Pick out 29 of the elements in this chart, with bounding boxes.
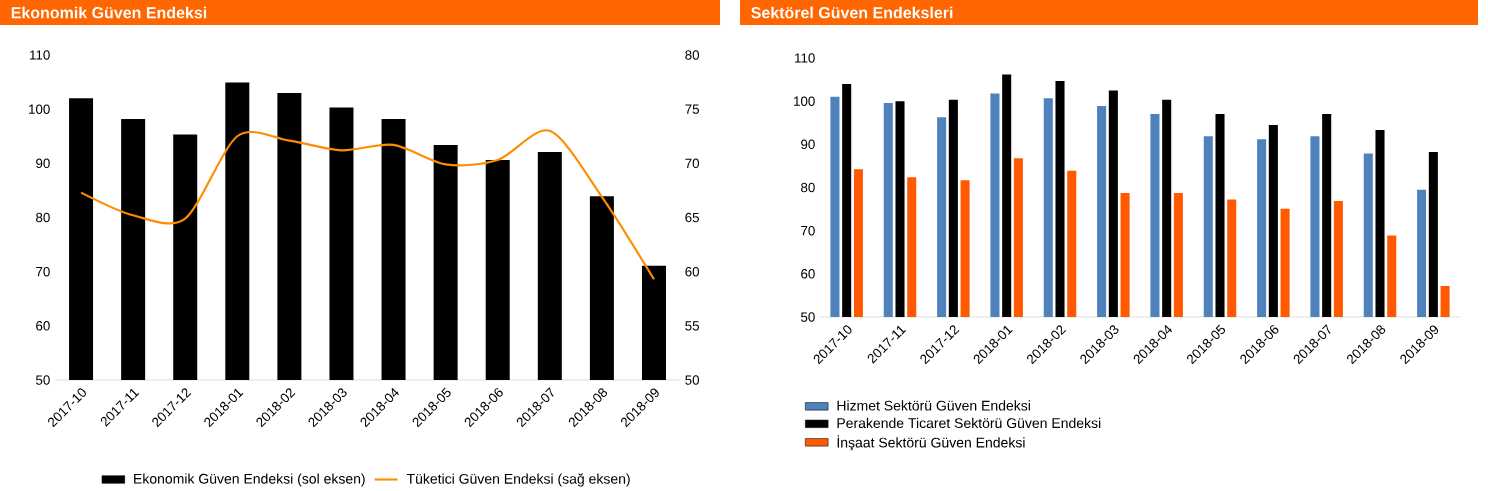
- y2-tick-label: 65: [685, 212, 699, 223]
- y-tick-label: 80: [36, 212, 50, 223]
- legend-label: Tüketici Güven Endeksi (sağ eksen): [406, 473, 630, 487]
- y-tick-label: 80: [801, 182, 815, 193]
- y-tick-label: 110: [30, 50, 50, 60]
- legend-label: Perakende Ticaret Sektörü Güven Endeksi: [837, 417, 1101, 429]
- y2-tick-label: 55: [685, 321, 699, 331]
- y2-tick-label: 75: [685, 104, 699, 114]
- y-tick-label: 100: [29, 104, 50, 114]
- chart-title: Sektörel Güven Endeksleri: [751, 6, 953, 19]
- y2-tick-label: 70: [685, 158, 700, 169]
- y-tick-label: 110: [795, 53, 815, 63]
- line-series: [79, 129, 656, 281]
- y-tick-label: 100: [794, 96, 815, 106]
- y-tick-label: 50: [36, 375, 50, 385]
- y2-tick-label: 80: [685, 50, 700, 60]
- chart-title: Ekonomik Güven Endeksi: [11, 6, 207, 19]
- y-tick-label: 70: [801, 225, 815, 236]
- y-tick-label: 90: [801, 139, 815, 150]
- y2-tick-label: 60: [685, 266, 700, 277]
- legend-label: Ekonomik Güven Endeksi (sol eksen): [134, 473, 365, 487]
- y-tick-label: 50: [801, 312, 815, 322]
- y-tick-label: 90: [36, 158, 50, 169]
- y2-tick-label: 50: [685, 375, 700, 385]
- y-tick-label: 60: [801, 269, 815, 279]
- legend-label: İnşaat Sektörü Güven Endeksi: [837, 435, 1025, 451]
- legend-label: Hizmet Sektörü Güven Endeksi: [837, 400, 1030, 411]
- y-tick-label: 70: [36, 266, 50, 277]
- y-tick-label: 60: [36, 321, 50, 331]
